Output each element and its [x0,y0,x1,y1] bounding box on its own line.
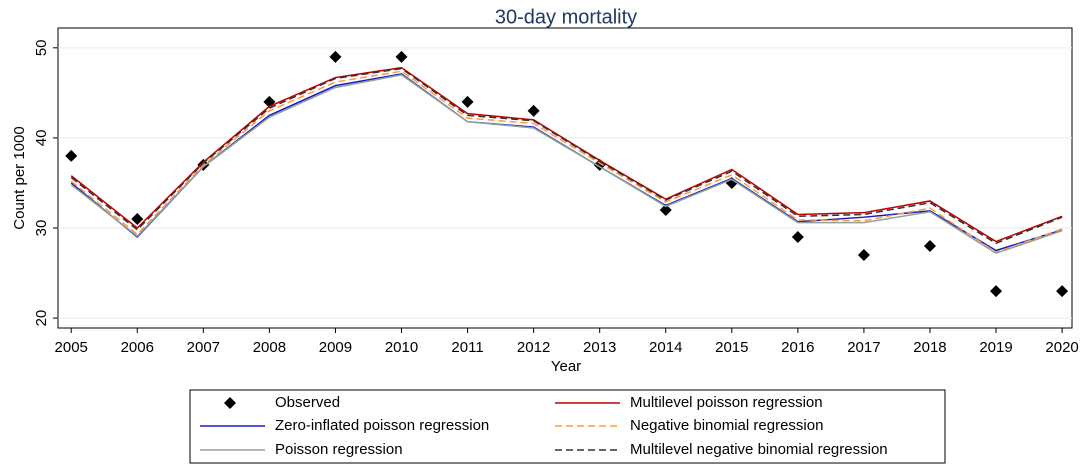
x-tick-label: 2005 [55,339,88,356]
observed-marker [923,240,936,253]
legend-label: Zero-inflated poisson regression [275,417,489,434]
observed-marker [1056,285,1069,298]
x-axis-label: Year [551,358,581,375]
legend-label: Negative binomial regression [630,417,823,434]
series-line [70,73,1063,252]
x-tick-label: 2018 [913,339,946,356]
observed-marker [659,203,672,216]
legend-label: Poisson regression [275,441,403,458]
x-tick-label: 2013 [583,339,616,356]
y-tick-label: 30 [33,220,50,237]
x-tick-label: 2007 [187,339,220,356]
x-tick-label: 2015 [715,339,748,356]
observed-marker [329,50,342,63]
observed-marker [461,95,474,108]
x-tick-label: 2011 [451,339,483,356]
observed-marker [131,212,144,225]
x-tick-label: 2006 [121,339,154,356]
legend-label: Multilevel poisson regression [630,394,823,411]
x-tick-label: 2009 [319,339,352,356]
series-line [70,70,1063,254]
observed-marker [527,104,540,117]
observed-marker [990,285,1003,298]
x-tick-label: 2017 [847,339,880,356]
legend-label: Multilevel negative binomial regression [630,441,888,458]
x-tick-label: 2008 [253,339,286,356]
legend-label: Observed [275,394,340,411]
x-tick-label: 2014 [649,339,682,356]
legend-marker [224,397,236,409]
series-line [70,66,1063,243]
observed-marker [791,231,804,244]
legend-box [189,389,946,464]
series-line [70,67,1063,245]
x-tick-label: 2010 [385,339,418,356]
y-tick-label: 20 [33,310,50,327]
observed-marker [395,50,408,63]
y-tick-label: 40 [33,130,50,147]
chart-title: 30-day mortality [495,6,637,28]
y-axis-label: Count per 1000 [11,126,28,229]
y-tick-label: 50 [33,39,50,56]
observed-marker [65,149,78,162]
plot-frame [57,27,1073,329]
observed-marker [857,249,870,262]
x-tick-label: 2019 [979,339,1012,356]
x-tick-label: 2012 [517,339,550,356]
x-tick-label: 2016 [781,339,814,356]
x-tick-label: 2020 [1045,339,1078,356]
series-line [70,74,1063,255]
